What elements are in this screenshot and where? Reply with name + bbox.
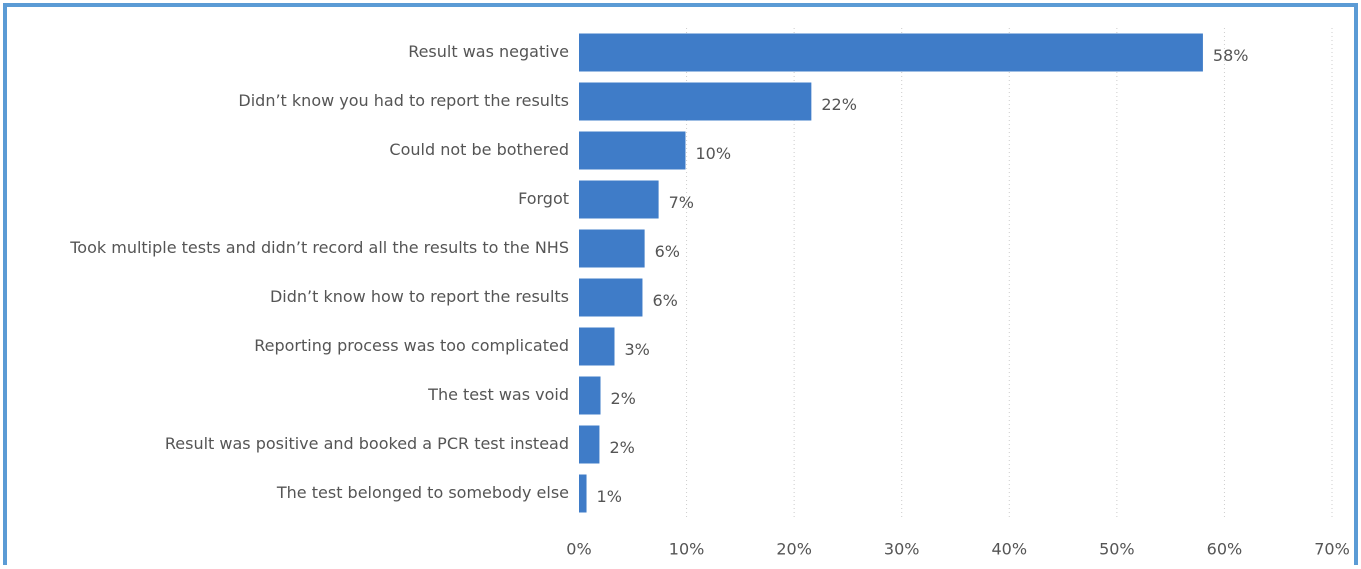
frame xyxy=(3,3,1358,569)
y-tick-label: The test was void xyxy=(427,385,569,404)
data-label: 2% xyxy=(609,438,634,457)
data-label: 2% xyxy=(611,389,636,408)
x-tick-label: 60% xyxy=(1207,540,1243,559)
bar xyxy=(579,82,812,121)
data-label: 10% xyxy=(695,144,731,163)
data-label: 7% xyxy=(669,193,694,212)
y-tick-label: Didn’t know you had to report the result… xyxy=(238,91,569,110)
y-tick-label: The test belonged to somebody else xyxy=(276,483,569,502)
bar xyxy=(579,180,659,219)
x-tick-label: 30% xyxy=(884,540,920,559)
y-tick-label: Result was positive and booked a PCR tes… xyxy=(165,434,569,453)
x-tick-label: 40% xyxy=(992,540,1028,559)
bar xyxy=(579,376,601,415)
x-tick-label: 10% xyxy=(669,540,705,559)
y-tick-label: Forgot xyxy=(518,189,569,208)
x-tick-label: 0% xyxy=(566,540,591,559)
data-label: 58% xyxy=(1213,46,1249,65)
y-tick-label: Took multiple tests and didn’t record al… xyxy=(69,238,569,257)
bar xyxy=(579,33,1203,72)
data-label: 1% xyxy=(597,487,622,506)
bar xyxy=(579,278,643,317)
x-tick-label: 20% xyxy=(776,540,812,559)
x-tick-label: 50% xyxy=(1099,540,1135,559)
y-tick-label: Result was negative xyxy=(408,42,569,61)
bar xyxy=(579,131,686,170)
bar xyxy=(579,327,615,366)
data-label: 22% xyxy=(821,95,857,114)
y-tick-label: Could not be bothered xyxy=(389,140,569,159)
data-label: 3% xyxy=(624,340,649,359)
bar xyxy=(579,425,600,464)
data-label: 6% xyxy=(655,242,680,261)
y-tick-label: Reporting process was too complicated xyxy=(254,336,569,355)
x-tick-label: 70% xyxy=(1314,540,1350,559)
y-tick-label: Didn’t know how to report the results xyxy=(270,287,569,306)
bar xyxy=(579,229,645,268)
data-label: 6% xyxy=(652,291,677,310)
bar xyxy=(579,474,587,513)
